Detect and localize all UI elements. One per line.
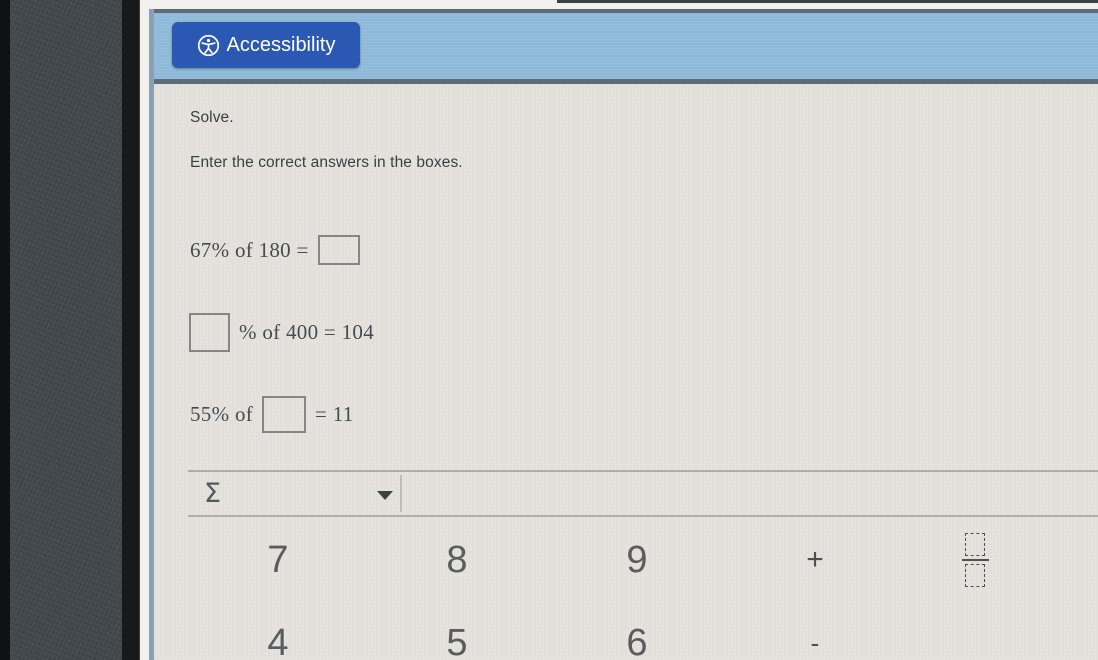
keypad-key-9[interactable]: 9 <box>601 526 673 594</box>
accessibility-button-label: Accessibility <box>226 33 336 56</box>
answer-input-box[interactable] <box>317 235 360 265</box>
window-left-border <box>149 9 154 660</box>
question-panel: Solve. Enter the correct answers in the … <box>154 84 1098 660</box>
keypad-key-5[interactable]: 5 <box>421 609 493 660</box>
keypad-key-plus[interactable]: + <box>779 526 851 594</box>
fraction-numerator-box <box>965 532 985 556</box>
problem-row: % of 400 = 104 <box>189 313 374 352</box>
fraction-template-icon <box>961 532 989 588</box>
caret-down-icon <box>377 491 393 500</box>
header-bar: Accessibility <box>154 9 1098 84</box>
screen-bezel-edge <box>122 0 140 660</box>
fraction-bar <box>961 558 989 562</box>
window-top-edge <box>557 0 1098 3</box>
problem-text: = 11 <box>315 402 354 426</box>
answer-input-box[interactable] <box>262 396 307 433</box>
problem-row: 55% of = 11 <box>190 396 354 433</box>
problem-text: 67% of 180 = <box>190 237 309 262</box>
keypad-key-fraction[interactable] <box>939 526 1011 594</box>
problem-text: % of 400 = 104 <box>239 320 375 344</box>
keypad-key-4[interactable]: 4 <box>242 609 314 660</box>
keypad-key-6[interactable]: 6 <box>601 609 673 660</box>
fraction-denominator-box <box>965 564 985 588</box>
equation-editor-toolbar: Σ <box>188 470 1098 517</box>
problem-text: 55% of <box>190 402 254 426</box>
prompt-subtitle: Enter the correct answers in the boxes. <box>190 154 463 171</box>
prompt-title: Solve. <box>190 109 234 126</box>
keypad-key-minus[interactable]: - <box>779 609 851 660</box>
accessibility-button[interactable]: Accessibility <box>172 22 360 68</box>
symbol-palette-dropdown[interactable]: Σ <box>188 472 400 515</box>
keypad-key-8[interactable]: 8 <box>421 526 493 594</box>
problem-row: 67% of 180 = <box>190 235 369 265</box>
answer-input-box[interactable] <box>189 313 230 352</box>
keypad-key-7[interactable]: 7 <box>242 526 314 594</box>
photo-background-left <box>10 0 122 660</box>
equation-input-area[interactable] <box>404 472 1098 515</box>
toolbar-separator <box>400 475 402 512</box>
accessibility-icon <box>197 34 220 57</box>
test-window: Accessibility Solve. Enter the correct a… <box>140 0 1098 660</box>
sigma-symbol: Σ <box>204 478 222 509</box>
